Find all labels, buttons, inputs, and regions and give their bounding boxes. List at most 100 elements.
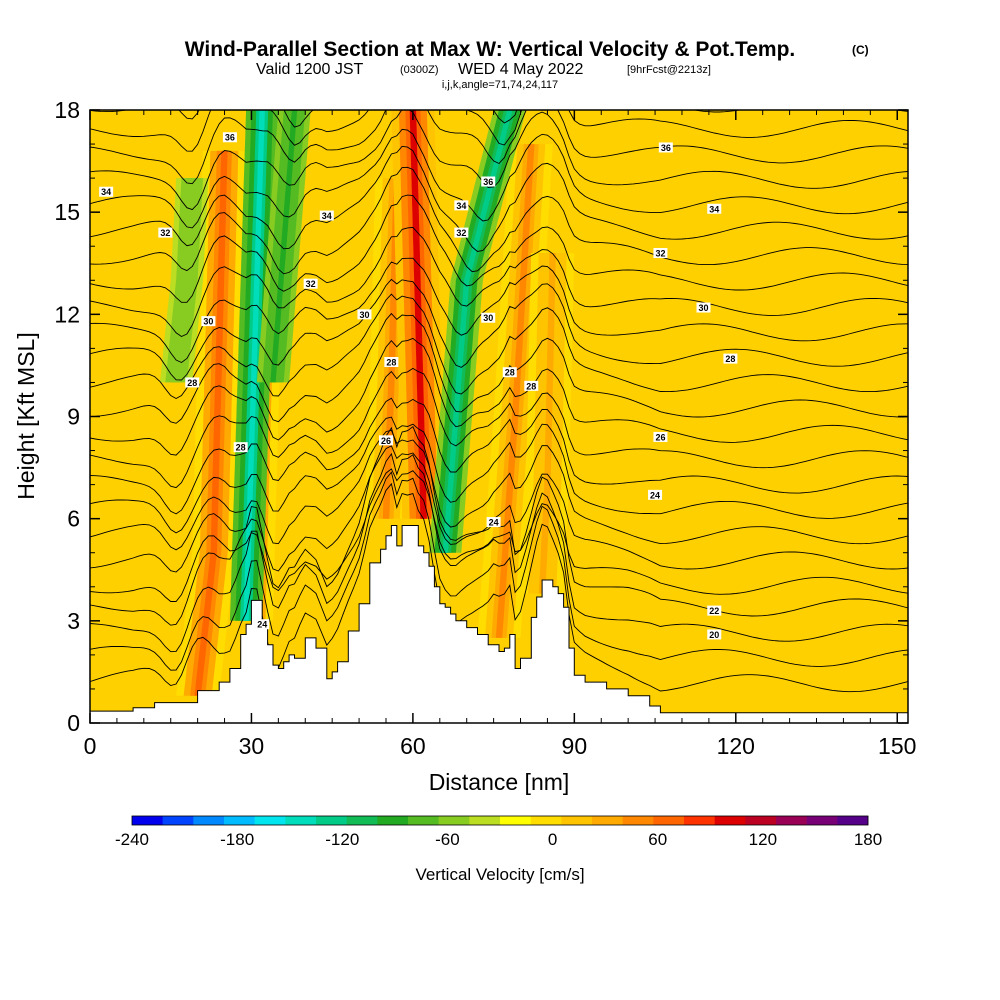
svg-text:32: 32 — [655, 249, 665, 259]
colorbar-swatch — [530, 816, 562, 825]
svg-text:24: 24 — [650, 490, 660, 500]
theta-contour-label: 28 — [384, 357, 399, 368]
chart-title: Wind-Parallel Section at Max W: Vertical… — [185, 38, 796, 61]
colorbar-tick-label: -240 — [115, 830, 149, 849]
valid-prefix: Valid 1200 JST — [256, 61, 364, 78]
theta-contour — [90, 397, 908, 515]
x-axis-label: Distance [nm] — [429, 769, 570, 795]
y-tick-label: 6 — [67, 506, 80, 532]
theta-contour-label: 26 — [378, 435, 393, 446]
svg-text:34: 34 — [456, 201, 466, 211]
updraft-band — [194, 150, 228, 696]
colorbar: -240 -180 -120 -60 0 60 120 180 — [115, 815, 882, 849]
colorbar-swatch — [837, 816, 869, 825]
x-tick-label: 120 — [717, 733, 755, 759]
colorbar-swatch — [438, 816, 470, 825]
svg-text:32: 32 — [456, 228, 466, 238]
y-tick-label: 12 — [54, 301, 80, 327]
theta-contour — [90, 452, 908, 653]
theta-contour — [90, 429, 908, 551]
svg-text:30: 30 — [203, 317, 213, 327]
colorbar-swatch — [469, 816, 501, 825]
colorbar-tick-label: -120 — [325, 830, 359, 849]
theta-contour-label: 26 — [653, 431, 668, 442]
theta-contour-label: 30 — [357, 309, 372, 320]
svg-text:36: 36 — [225, 133, 235, 143]
downdraft-band — [439, 110, 516, 553]
theta-contour-label: 36 — [658, 142, 673, 153]
theta-contour-label: 24 — [648, 489, 663, 500]
y-tick-label: 3 — [67, 608, 80, 634]
theta-contour — [90, 110, 908, 128]
grid-indices: i,j,k,angle=71,74,24,117 — [442, 79, 558, 91]
colorbar-tick-label: -180 — [220, 830, 254, 849]
theta-contour — [90, 194, 908, 303]
theta-contour-label: 36 — [222, 132, 237, 143]
colorbar-swatch — [408, 816, 439, 825]
svg-text:28: 28 — [725, 354, 735, 364]
plot-area: 36 34 32 34 36 34 32 36 34 32 32 30 30 30 30 28 28 28 28 28… — [90, 110, 908, 723]
svg-text:34: 34 — [709, 204, 719, 214]
valid-date: WED 4 May 2022 — [458, 61, 583, 78]
colorbar-swatch — [776, 816, 807, 825]
svg-text:20: 20 — [709, 630, 719, 640]
colorbar-swatch — [254, 816, 286, 825]
theta-contour — [90, 482, 908, 693]
colorbar-tick-label: 120 — [749, 830, 777, 849]
svg-text:36: 36 — [661, 143, 671, 153]
theta-contour — [90, 416, 908, 534]
theta-contour-label: 32 — [158, 227, 173, 238]
theta-contour-label: 30 — [481, 312, 496, 323]
theta-contour-label: 32 — [653, 248, 668, 259]
theta-contour-label: 30 — [201, 316, 216, 327]
colorbar-swatch — [653, 816, 685, 825]
svg-text:24: 24 — [489, 518, 499, 528]
colorbar-tick-label: 0 — [548, 830, 557, 849]
theta-contour-label: 34 — [99, 186, 114, 197]
theta-contour — [90, 110, 908, 152]
y-tick-label: 9 — [67, 404, 80, 430]
svg-text:28: 28 — [187, 378, 197, 388]
theta-contour — [90, 128, 908, 229]
theta-contour — [90, 367, 908, 489]
theta-contour-label: 28 — [723, 353, 738, 364]
colorbar-swatch — [714, 816, 746, 825]
colorbar-swatch — [592, 816, 623, 825]
theta-contour — [90, 278, 908, 381]
colorbar-swatch — [132, 816, 163, 825]
colorbar-swatch — [316, 816, 347, 825]
downdraft-band — [270, 110, 298, 383]
colorbar-swatch — [684, 816, 715, 825]
colorbar-swatch — [745, 816, 777, 825]
x-tick-label: 0 — [84, 733, 97, 759]
theta-contour — [90, 110, 908, 185]
svg-text:24: 24 — [257, 620, 267, 630]
theta-contour-label: 22 — [707, 605, 722, 616]
svg-text:36: 36 — [483, 177, 493, 187]
colorbar-tick-label: 60 — [648, 830, 667, 849]
downdraft-band — [442, 110, 513, 553]
updraft-band — [538, 253, 556, 594]
theta-contour-label: 34 — [707, 203, 722, 214]
svg-text:30: 30 — [359, 310, 369, 320]
svg-text:30: 30 — [698, 303, 708, 313]
theta-contour — [90, 312, 908, 424]
colorbar-swatch — [346, 816, 378, 825]
colorbar-swatch — [162, 816, 194, 825]
theta-contour — [90, 471, 908, 671]
svg-text:32: 32 — [160, 228, 170, 238]
svg-text:22: 22 — [709, 606, 719, 616]
svg-text:32: 32 — [306, 279, 316, 289]
theta-contour — [90, 257, 908, 364]
y-tick-label: 15 — [54, 199, 80, 225]
theta-contour — [90, 337, 908, 456]
theta-contour-label: 28 — [233, 442, 248, 453]
colorbar-swatch — [500, 816, 531, 825]
theta-contour-label: 36 — [481, 176, 496, 187]
y-tick-label: 0 — [67, 710, 80, 736]
theta-contour-label: 24 — [255, 619, 270, 630]
colorbar-swatch — [224, 816, 255, 825]
colorbar-swatch — [622, 816, 654, 825]
